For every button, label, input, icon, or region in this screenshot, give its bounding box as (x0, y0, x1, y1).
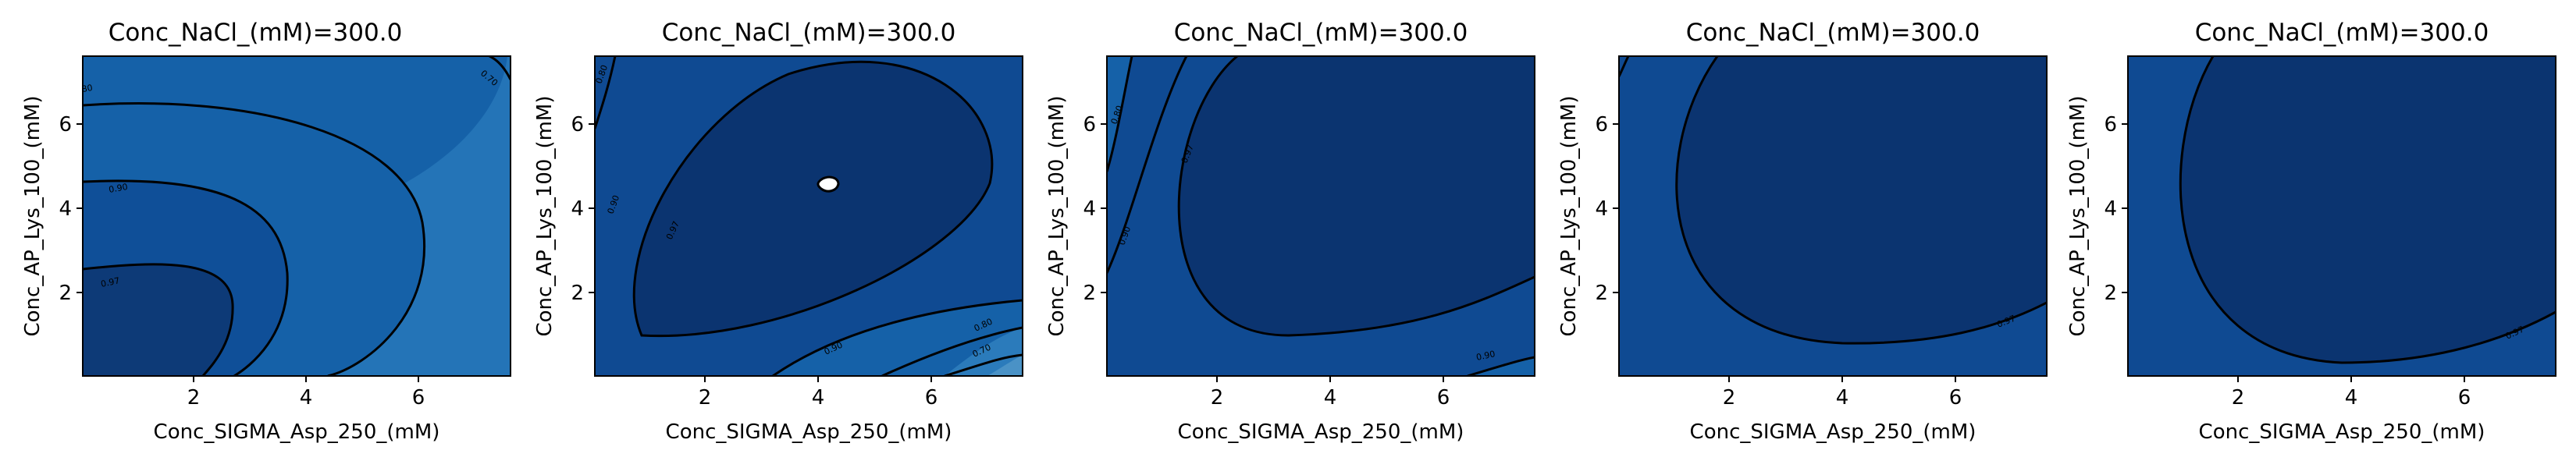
panel-4-contour-0.97 (1675, 56, 2047, 345)
panel-5-xtick: 6 (2458, 386, 2471, 410)
panel-3-contour-0.90 (1107, 56, 1188, 274)
panel-3-contour-0.80 (1107, 56, 1133, 172)
panel-4-x-ticks: 2 4 6 (1723, 376, 1962, 410)
panel-2-region-peak (817, 176, 840, 193)
panel-5-plot-area: 0.97 (2128, 56, 2556, 376)
panel-4-title: Conc_NaCl_(mM)=300.0 (1686, 19, 1980, 47)
panel-3-region-0.97 (1179, 56, 1535, 335)
panel-2-plot-area: 0.80 0.90 0.97 0.90 0.80 0.70 (595, 56, 1023, 376)
panel-3-xtick: 2 (1211, 386, 1224, 410)
panel-1-xtick: 4 (300, 386, 313, 410)
panel-2-contour-0.70 (944, 353, 1023, 376)
panel-3-xtick: 6 (1437, 386, 1450, 410)
panel-1-y-ticks: 2 4 6 (59, 113, 83, 305)
panel-1-y-axis-label: Conc_AP_Lys_100_(mM) (21, 95, 44, 336)
panel-2-contour-0.80 (595, 56, 617, 129)
panel-2-ytick: 4 (571, 197, 584, 221)
panel-5-x-axis-label: Conc_SIGMA_Asp_250_(mM) (2199, 420, 2485, 444)
panel-5: Conc_NaCl_(mM)=300.0 0.97 2 4 6 2 4 6 Co… (2066, 19, 2556, 444)
panel-2-ytick: 2 (571, 282, 584, 305)
panel-4-frame (1618, 55, 2048, 377)
panel-4-xtick: 2 (1723, 386, 1736, 410)
panel-2-x-axis-label: Conc_SIGMA_Asp_250_(mM) (666, 420, 952, 444)
panel-2-x-ticks: 2 4 6 (699, 376, 938, 410)
panel-4-contour-edge (1619, 56, 1630, 77)
panel-3-contour-label-0.90-b: 0.90 (1475, 349, 1496, 363)
panel-2-region-low (987, 355, 1023, 376)
panel-4-ytick: 2 (1595, 282, 1608, 305)
panel-5-x-ticks: 2 4 6 (2232, 376, 2471, 410)
panel-1-xtick: 6 (412, 386, 425, 410)
panel-4-region-0.97 (1676, 56, 2047, 344)
panel-5-frame (2127, 55, 2556, 377)
panel-3-ytick: 2 (1083, 282, 1096, 305)
panel-4-xtick: 6 (1949, 386, 1962, 410)
panel-2-contour-0.80-lower (881, 326, 1023, 376)
panel-3-title: Conc_NaCl_(mM)=300.0 (1174, 19, 1468, 47)
panel-1-region-core (83, 264, 233, 376)
panel-5-ytick: 2 (2104, 282, 2117, 305)
panel-2-y-axis-label: Conc_AP_Lys_100_(mM) (533, 95, 557, 336)
panel-3-contour-0.97 (1177, 56, 1535, 337)
panel-4-plot-area: 0.97 (1619, 56, 2047, 376)
panel-2-region-0.70 (945, 328, 1023, 376)
panel-5-xtick: 4 (2345, 386, 2358, 410)
panel-1-ytick: 4 (59, 197, 72, 221)
panel-4: Conc_NaCl_(mM)=300.0 0.97 2 4 6 2 4 6 Co… (1557, 19, 2048, 444)
panel-1-contour-label-0.80: 0.80 (73, 83, 93, 96)
panel-2-contour-0.97 (632, 60, 994, 338)
panel-5-xtick: 2 (2232, 386, 2245, 410)
panel-4-ytick: 4 (1595, 197, 1608, 221)
panel-3: Conc_NaCl_(mM)=300.0 0.80 0.90 0.97 0.90… (1045, 19, 1535, 444)
panel-4-x-axis-label: Conc_SIGMA_Asp_250_(mM) (1690, 420, 1976, 444)
panel-3-plot-area: 0.80 0.90 0.97 0.90 (1107, 56, 1535, 376)
panel-5-title: Conc_NaCl_(mM)=300.0 (2195, 19, 2489, 47)
panel-2-ytick: 6 (571, 113, 584, 136)
panel-1-title: Conc_NaCl_(mM)=300.0 (109, 19, 403, 47)
panel-2: Conc_NaCl_(mM)=300.0 0.80 0.90 0.97 0.90… (533, 19, 1023, 444)
panel-2-y-ticks: 2 4 6 (571, 113, 595, 305)
panel-4-xtick: 4 (1836, 386, 1849, 410)
panel-2-xtick: 4 (812, 386, 825, 410)
panel-5-ytick: 4 (2104, 197, 2117, 221)
panel-4-y-axis-label: Conc_AP_Lys_100_(mM) (1557, 95, 1581, 336)
panel-2-contour-0.90 (772, 299, 1023, 376)
panel-3-x-axis-label: Conc_SIGMA_Asp_250_(mM) (1178, 420, 1464, 444)
panel-5-y-ticks: 2 4 6 (2104, 113, 2128, 305)
panel-3-contour-0.90-lower (1467, 356, 1535, 376)
panel-1-frame (82, 55, 511, 377)
panel-2-title: Conc_NaCl_(mM)=300.0 (662, 19, 956, 47)
panel-3-y-ticks: 2 4 6 (1083, 113, 1107, 305)
panel-3-x-ticks: 2 4 6 (1211, 376, 1450, 410)
panel-1-contour-0.97 (83, 263, 234, 376)
panel-4-ytick: 6 (1595, 113, 1608, 136)
panel-5-contour-0.97 (2179, 56, 2556, 364)
panel-1-contour-0.70 (489, 56, 511, 80)
panel-1-contour-0.90 (83, 179, 289, 376)
panel-5-y-axis-label: Conc_AP_Lys_100_(mM) (2066, 95, 2090, 336)
panel-5-region-0.97 (2180, 56, 2556, 363)
panel-2-region-0.97 (634, 62, 992, 336)
panel-1-ytick: 2 (59, 282, 72, 305)
panel-3-ytick: 4 (1083, 197, 1096, 221)
panel-1-plot-area: 0.80 0.90 0.97 0.70 (73, 56, 511, 376)
panel-3-y-axis-label: Conc_AP_Lys_100_(mM) (1045, 95, 1069, 336)
panel-5-ytick: 6 (2104, 113, 2117, 136)
panel-2-xtick: 2 (699, 386, 712, 410)
panel-1-ytick: 6 (59, 113, 72, 136)
panel-4-y-ticks: 2 4 6 (1595, 113, 1619, 305)
panel-1-xtick: 2 (187, 386, 201, 410)
panel-1-x-axis-label: Conc_SIGMA_Asp_250_(mM) (154, 420, 440, 444)
panel-2-xtick: 6 (925, 386, 938, 410)
panel-3-frame (1106, 55, 1535, 377)
panel-1: Conc_NaCl_(mM)=300.0 0.80 0.90 0.97 0.70… (21, 19, 511, 444)
panel-2-frame (594, 55, 1023, 377)
panel-1-contour-label-0.90: 0.90 (108, 182, 128, 195)
panel-3-ytick: 6 (1083, 113, 1096, 136)
panel-1-contour-0.80 (83, 102, 425, 376)
panel-1-x-ticks: 2 4 6 (187, 376, 425, 410)
panel-1-contour-label-0.97: 0.97 (100, 275, 121, 289)
panel-3-xtick: 4 (1324, 386, 1337, 410)
